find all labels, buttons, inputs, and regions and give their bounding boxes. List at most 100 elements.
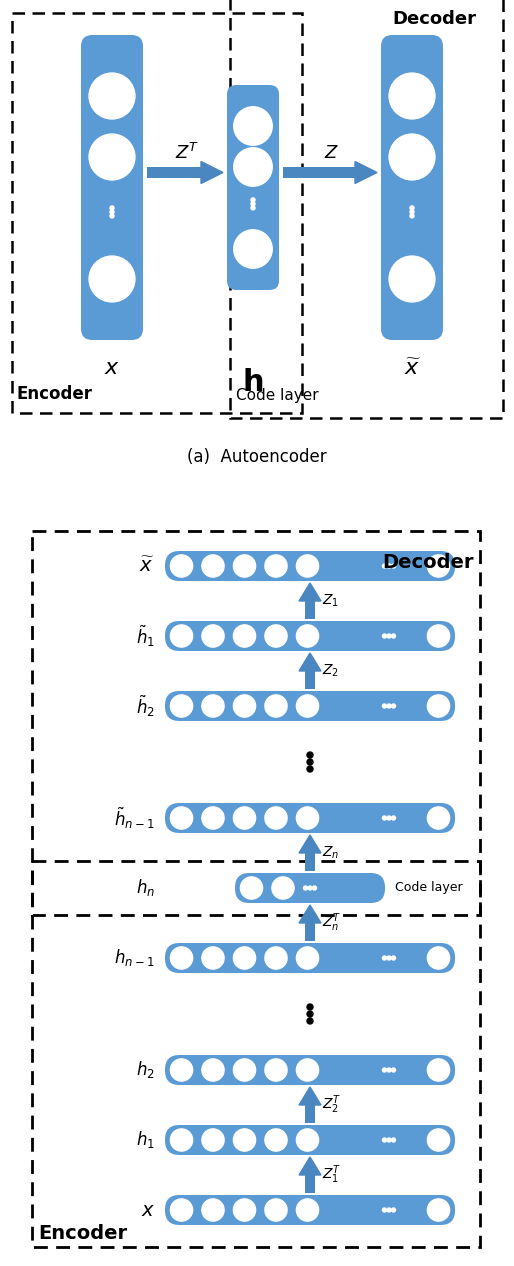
Circle shape: [428, 1129, 450, 1151]
Circle shape: [202, 1199, 224, 1222]
Text: $Z$: $Z$: [324, 143, 340, 162]
Circle shape: [382, 634, 387, 638]
Circle shape: [392, 1208, 395, 1212]
Circle shape: [392, 1138, 395, 1142]
Circle shape: [387, 563, 391, 568]
Circle shape: [202, 1129, 224, 1151]
Circle shape: [171, 625, 193, 647]
Circle shape: [265, 806, 287, 829]
Circle shape: [265, 695, 287, 717]
Circle shape: [382, 817, 387, 820]
Circle shape: [171, 947, 193, 968]
Bar: [32, 530, 480, 915]
Circle shape: [171, 806, 193, 829]
Circle shape: [89, 73, 135, 119]
Circle shape: [265, 947, 287, 968]
Circle shape: [389, 256, 435, 301]
Circle shape: [202, 806, 224, 829]
Text: (a)  Autoencoder: (a) Autoencoder: [187, 448, 327, 466]
Text: Decoder: Decoder: [392, 10, 476, 28]
Circle shape: [241, 877, 263, 899]
Circle shape: [382, 1208, 387, 1212]
Circle shape: [202, 1058, 224, 1081]
Circle shape: [389, 73, 435, 119]
Circle shape: [297, 1199, 319, 1222]
FancyBboxPatch shape: [165, 1055, 455, 1085]
Circle shape: [202, 625, 224, 647]
Circle shape: [297, 555, 319, 577]
Text: Code layer: Code layer: [236, 387, 319, 403]
Circle shape: [410, 206, 414, 210]
Circle shape: [171, 695, 193, 717]
Circle shape: [171, 555, 193, 577]
Circle shape: [297, 806, 319, 829]
Circle shape: [110, 206, 114, 210]
Circle shape: [387, 1069, 391, 1072]
Circle shape: [382, 704, 387, 708]
Text: $Z_1$: $Z_1$: [322, 592, 339, 609]
Circle shape: [297, 625, 319, 647]
Bar: [12, 13, 302, 413]
Text: Encoder: Encoder: [38, 1224, 127, 1243]
Circle shape: [428, 1199, 450, 1222]
Circle shape: [202, 947, 224, 968]
Circle shape: [307, 1004, 313, 1010]
Circle shape: [233, 625, 255, 647]
Circle shape: [272, 877, 294, 899]
Text: $\widetilde{x}$: $\widetilde{x}$: [403, 358, 420, 379]
Text: $Z_n$: $Z_n$: [322, 844, 339, 861]
Circle shape: [308, 886, 312, 890]
Text: $h_2$: $h_2$: [136, 1060, 155, 1080]
Text: $\tilde{h}_{n-1}$: $\tilde{h}_{n-1}$: [114, 805, 155, 830]
Text: Decoder: Decoder: [382, 553, 474, 572]
Circle shape: [392, 563, 395, 568]
Bar: [305, 853, 315, 871]
FancyBboxPatch shape: [165, 943, 455, 974]
Circle shape: [387, 1138, 391, 1142]
Circle shape: [313, 886, 317, 890]
Circle shape: [382, 1069, 387, 1072]
Circle shape: [387, 817, 391, 820]
Circle shape: [307, 766, 313, 772]
FancyBboxPatch shape: [165, 1125, 455, 1155]
Circle shape: [387, 956, 391, 960]
FancyBboxPatch shape: [165, 551, 455, 581]
Circle shape: [297, 947, 319, 968]
Bar: [147, 167, 201, 177]
Bar: [230, 0, 503, 418]
Circle shape: [265, 625, 287, 647]
Circle shape: [392, 1069, 395, 1072]
Text: $h_1$: $h_1$: [136, 1129, 155, 1151]
Circle shape: [251, 197, 255, 201]
Bar: [305, 1105, 315, 1123]
Bar: [283, 167, 355, 177]
Circle shape: [410, 214, 414, 218]
Circle shape: [265, 555, 287, 577]
Circle shape: [307, 1012, 313, 1017]
Text: $Z_1^T$: $Z_1^T$: [322, 1163, 341, 1186]
FancyBboxPatch shape: [235, 874, 385, 903]
Circle shape: [387, 1208, 391, 1212]
Bar: [305, 923, 315, 941]
Circle shape: [428, 947, 450, 968]
Polygon shape: [299, 584, 321, 601]
Circle shape: [110, 210, 114, 214]
Circle shape: [410, 210, 414, 214]
FancyBboxPatch shape: [165, 691, 455, 722]
Circle shape: [387, 704, 391, 708]
Circle shape: [234, 148, 272, 186]
Bar: [305, 601, 315, 619]
Polygon shape: [299, 836, 321, 853]
Circle shape: [392, 956, 395, 960]
FancyBboxPatch shape: [227, 85, 279, 290]
Circle shape: [251, 201, 255, 206]
Text: $\widetilde{x}$: $\widetilde{x}$: [139, 557, 155, 576]
Circle shape: [233, 1129, 255, 1151]
Text: $Z_2$: $Z_2$: [322, 663, 339, 679]
Polygon shape: [299, 653, 321, 671]
Text: $Z^T$: $Z^T$: [175, 143, 199, 162]
Text: Encoder: Encoder: [16, 385, 92, 403]
Circle shape: [202, 555, 224, 577]
Circle shape: [307, 1018, 313, 1024]
Circle shape: [265, 1129, 287, 1151]
